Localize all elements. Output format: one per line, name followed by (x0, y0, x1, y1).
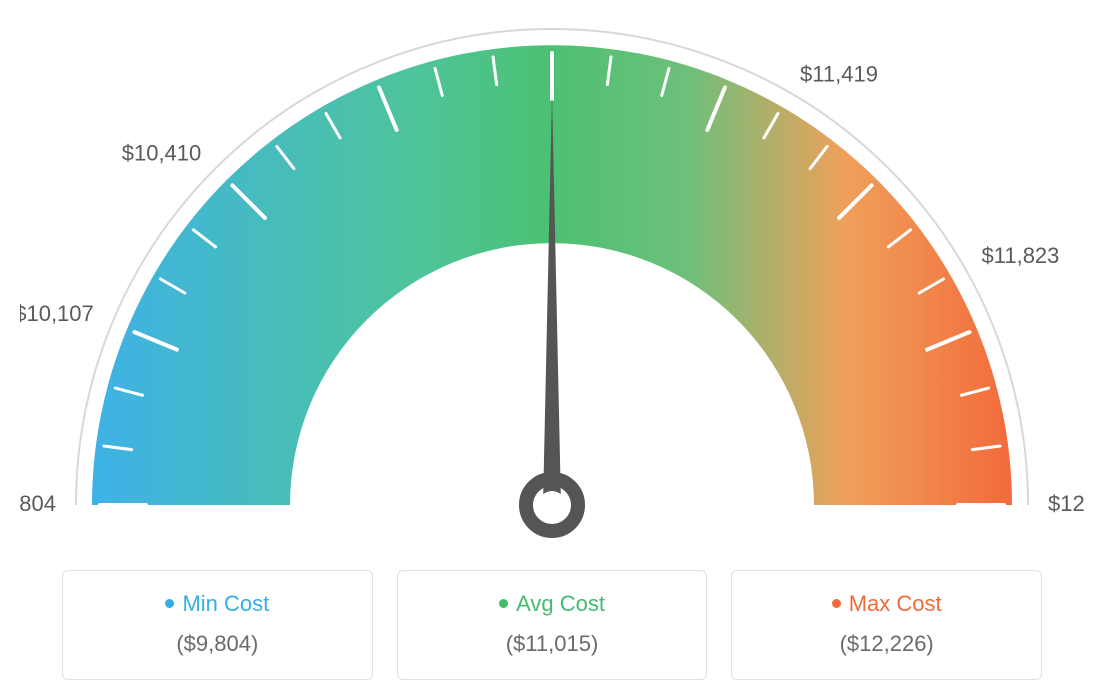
max-cost-title: Max Cost (742, 591, 1031, 617)
min-cost-title: Min Cost (73, 591, 362, 617)
max-cost-value: ($12,226) (742, 631, 1031, 657)
min-cost-label: Min Cost (182, 591, 269, 616)
min-cost-value: ($9,804) (73, 631, 362, 657)
legend-row: Min Cost ($9,804) Avg Cost ($11,015) Max… (62, 570, 1042, 680)
avg-cost-title: Avg Cost (408, 591, 697, 617)
max-cost-card: Max Cost ($12,226) (731, 570, 1042, 680)
avg-cost-card: Avg Cost ($11,015) (397, 570, 708, 680)
svg-text:$10,107: $10,107 (20, 301, 94, 326)
min-cost-card: Min Cost ($9,804) (62, 570, 373, 680)
min-dot-icon (165, 599, 174, 608)
max-dot-icon (832, 599, 841, 608)
gauge-svg: $9,804$10,107$10,410$11,015$11,419$11,82… (20, 20, 1084, 540)
svg-text:$10,410: $10,410 (122, 140, 202, 165)
max-cost-label: Max Cost (849, 591, 942, 616)
avg-dot-icon (499, 599, 508, 608)
svg-text:$9,804: $9,804 (20, 491, 56, 516)
cost-gauge-chart: $9,804$10,107$10,410$11,015$11,419$11,82… (20, 20, 1084, 540)
avg-cost-label: Avg Cost (516, 591, 605, 616)
svg-text:$12,226: $12,226 (1048, 491, 1084, 516)
avg-cost-value: ($11,015) (408, 631, 697, 657)
svg-text:$11,823: $11,823 (982, 243, 1060, 268)
svg-text:$11,419: $11,419 (800, 61, 878, 86)
